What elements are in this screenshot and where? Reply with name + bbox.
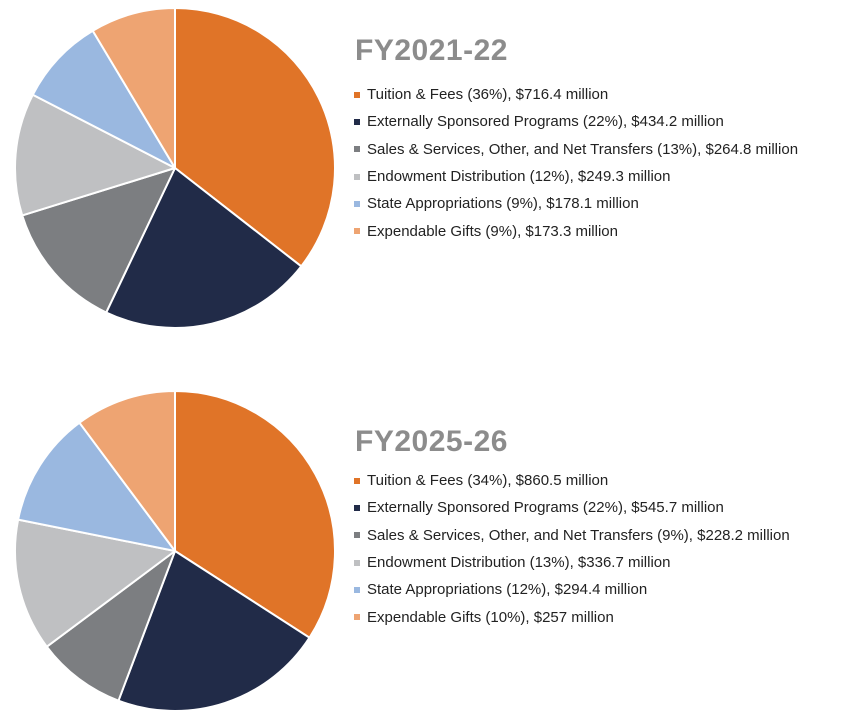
legend-swatch: [354, 118, 360, 125]
legend-swatch: [354, 228, 360, 235]
legend-label: Expendable Gifts (9%), $173.3 million: [367, 222, 618, 240]
legend-label: Tuition & Fees (34%), $860.5 million: [367, 472, 609, 490]
legend-label: Endowment Distribution (13%), $336.7 mil…: [367, 554, 671, 572]
revenue-pie-chart-fy2021-22: FY2021-22 Tuition & Fees (36%), $716.4 m…: [0, 0, 860, 340]
legend-item: Sales & Services, Other, and Net Transfe…: [354, 136, 798, 163]
legend-label: Externally Sponsored Programs (22%), $54…: [367, 499, 724, 517]
legend-swatch: [354, 586, 360, 593]
legend-item: State Appropriations (12%), $294.4 milli…: [354, 576, 790, 603]
pie-slice: [174, 7, 336, 268]
legend-swatch: [354, 200, 360, 207]
pie-chart-svg: [14, 7, 336, 329]
chart-title: FY2021-22: [355, 34, 508, 67]
pie-slice: [14, 518, 176, 648]
legend-item: Externally Sponsored Programs (22%), $43…: [354, 108, 798, 135]
legend-swatch: [354, 504, 360, 511]
pie-slice: [45, 550, 176, 702]
legend-item: Sales & Services, Other, and Net Transfe…: [354, 522, 790, 549]
legend-swatch: [354, 146, 360, 153]
legend-label: Tuition & Fees (36%), $716.4 million: [367, 86, 609, 104]
pie-slice: [17, 421, 176, 552]
revenue-pie-chart-fy2025-26: FY2025-26 Tuition & Fees (34%), $860.5 m…: [0, 385, 860, 722]
legend-label: Expendable Gifts (10%), $257 million: [367, 608, 614, 626]
legend-swatch: [354, 614, 360, 621]
chart-legend: Tuition & Fees (36%), $716.4 million Ext…: [354, 81, 798, 245]
legend-label: State Appropriations (12%), $294.4 milli…: [367, 581, 648, 599]
pie-slice: [91, 7, 176, 169]
pie-chart-svg: [14, 390, 336, 712]
legend-label: Sales & Services, Other, and Net Transfe…: [367, 140, 799, 158]
chart-legend: Tuition & Fees (34%), $860.5 million Ext…: [354, 467, 790, 631]
legend-item: Tuition & Fees (34%), $860.5 million: [354, 467, 790, 494]
legend-label: Endowment Distribution (12%), $249.3 mil…: [367, 168, 671, 186]
legend-label: State Appropriations (9%), $178.1 millio…: [367, 195, 639, 213]
legend-item: Expendable Gifts (10%), $257 million: [354, 603, 790, 630]
legend-swatch: [354, 532, 360, 539]
legend-item: Externally Sponsored Programs (22%), $54…: [354, 494, 790, 521]
legend-label: Externally Sponsored Programs (22%), $43…: [367, 113, 724, 131]
legend-item: State Appropriations (9%), $178.1 millio…: [354, 190, 798, 217]
legend-item: Expendable Gifts (9%), $173.3 million: [354, 217, 798, 244]
pie-slice: [31, 29, 176, 169]
pie-slice: [105, 167, 303, 329]
legend-label: Sales & Services, Other, and Net Transfe…: [367, 526, 790, 544]
legend-swatch: [354, 91, 360, 98]
legend-item: Endowment Distribution (12%), $249.3 mil…: [354, 163, 798, 190]
legend-swatch: [354, 477, 360, 484]
pie-slice: [78, 390, 176, 552]
legend-swatch: [354, 173, 360, 180]
legend-swatch: [354, 559, 360, 566]
legend-item: Tuition & Fees (36%), $716.4 million: [354, 81, 798, 108]
chart-title: FY2025-26: [355, 425, 508, 458]
pie-slice: [14, 93, 176, 217]
pie-slice: [117, 550, 311, 712]
legend-item: Endowment Distribution (13%), $336.7 mil…: [354, 549, 790, 576]
